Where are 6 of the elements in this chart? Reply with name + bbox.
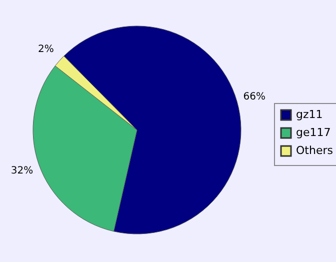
legend-label: Others	[296, 144, 334, 157]
legend-label: ge117	[296, 126, 331, 139]
data-label: 2%	[38, 44, 54, 55]
data-label: 66%	[243, 92, 266, 103]
legend-label: gz11	[296, 108, 323, 121]
data-label: 32%	[10, 166, 34, 177]
